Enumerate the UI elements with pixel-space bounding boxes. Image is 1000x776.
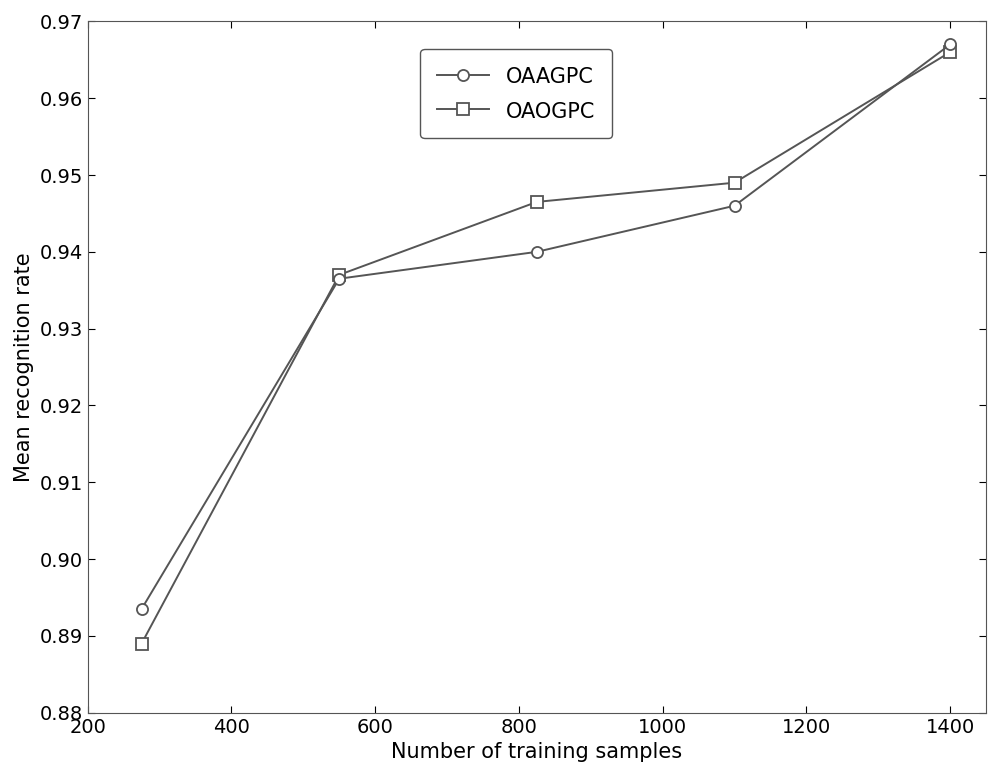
OAOGPC xyxy=(333,270,345,279)
OAOGPC xyxy=(729,178,741,187)
OAAGPC xyxy=(333,274,345,283)
X-axis label: Number of training samples: Number of training samples xyxy=(391,742,682,762)
Legend: OAAGPC, OAOGPC: OAAGPC, OAOGPC xyxy=(420,49,612,138)
OAOGPC xyxy=(531,197,543,206)
OAOGPC xyxy=(944,47,956,57)
Y-axis label: Mean recognition rate: Mean recognition rate xyxy=(14,252,34,482)
OAAGPC xyxy=(136,605,148,614)
OAAGPC xyxy=(944,40,956,49)
OAAGPC xyxy=(729,201,741,210)
OAAGPC xyxy=(531,248,543,257)
Line: OAOGPC: OAOGPC xyxy=(136,47,956,649)
OAOGPC xyxy=(136,639,148,648)
Line: OAAGPC: OAAGPC xyxy=(136,39,956,615)
